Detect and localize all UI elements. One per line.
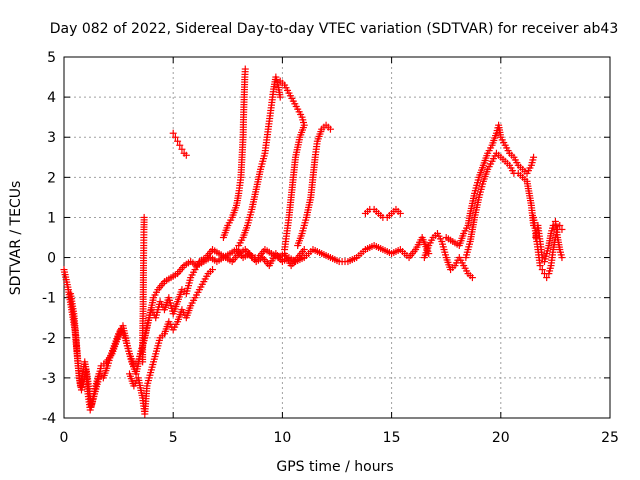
plot-frame [63,56,611,419]
y-tick-label: -2 [42,331,56,347]
x-tick-label: 5 [169,430,178,446]
data-point [281,246,289,254]
data-point [140,213,148,221]
x-tick-label: 0 [60,430,69,446]
data-point [182,151,190,159]
data-point [538,266,546,274]
y-tick-label: 3 [47,130,56,146]
data-point [169,129,177,137]
data-point [174,137,182,145]
data-point [171,133,179,141]
data-point [276,93,284,101]
data-point [543,274,551,282]
data-point [241,65,249,73]
y-tick-label: -3 [42,371,56,387]
y-tick-label: 4 [47,90,56,106]
data-point [396,209,404,217]
y-tick-label: 5 [47,50,56,66]
data-point [530,153,538,161]
y-tick-label: -4 [42,411,56,427]
x-tick-label: 15 [383,430,401,446]
axis-ticks [63,56,611,419]
y-tick-label: 1 [47,210,56,226]
y-tick-label: 0 [47,251,56,267]
y-axis-label: SDTVAR / TECUs [8,181,24,296]
x-tick-label: 20 [492,430,510,446]
data-point [536,262,544,270]
chart-title: Day 082 of 2022, Sidereal Day-to-day VTE… [50,21,619,37]
data-point [176,141,184,149]
x-axis-label: GPS time / hours [276,459,393,475]
data-point [556,221,564,229]
data-point [178,145,186,153]
data-point [326,125,334,133]
data-point [558,254,566,262]
y-tick-label: 2 [47,170,56,186]
y-tick-label: -1 [42,291,56,307]
x-tick-label: 25 [601,430,619,446]
data-point [300,246,308,254]
data-marks [60,65,566,418]
data-point [468,274,476,282]
data-point [209,266,217,274]
x-tick-label: 10 [273,430,291,446]
tick-labels: 0 5 10 15 20 25 -4 -3 -2 -1 0 1 2 3 4 5 [42,50,619,446]
